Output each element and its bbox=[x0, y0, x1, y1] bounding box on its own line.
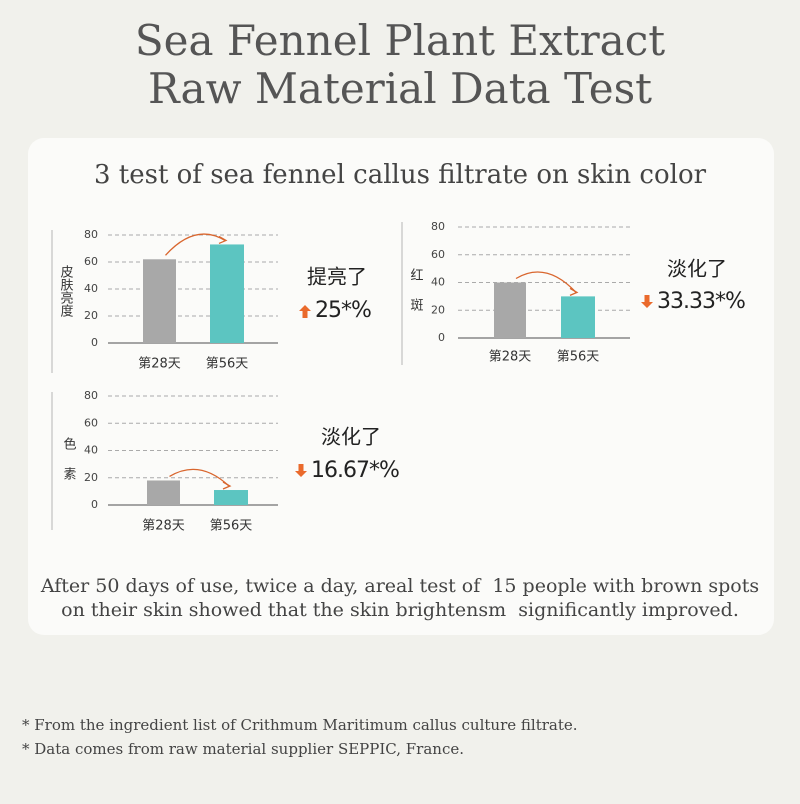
title-line: Raw Material Data Test bbox=[148, 64, 652, 113]
y-tick-label: 60 bbox=[84, 255, 98, 268]
x-tick-label: 第28天 bbox=[138, 357, 181, 372]
y-tick-label: 20 bbox=[84, 471, 98, 484]
bar bbox=[494, 282, 526, 338]
bar bbox=[214, 490, 248, 505]
bar bbox=[561, 296, 595, 338]
card bbox=[28, 138, 774, 635]
y-tick-label: 80 bbox=[84, 389, 98, 402]
bar bbox=[147, 480, 180, 505]
paragraph-line: After 50 days of use, twice a day, areal… bbox=[40, 575, 759, 597]
x-tick-label: 第56天 bbox=[557, 350, 600, 365]
trend-arrowhead bbox=[218, 235, 228, 245]
y-tick-label: 0 bbox=[91, 498, 98, 511]
change-value: 33.33*% bbox=[657, 289, 745, 314]
x-tick-label: 第56天 bbox=[210, 519, 253, 534]
x-tick-label: 第28天 bbox=[142, 519, 185, 534]
change-text: 提亮了 bbox=[307, 265, 367, 289]
y-tick-label: 60 bbox=[431, 248, 445, 261]
y-tick-label: 80 bbox=[84, 228, 98, 241]
y-tick-label: 0 bbox=[91, 336, 98, 349]
up-arrow-icon bbox=[299, 305, 311, 318]
y-tick-label: 40 bbox=[84, 444, 98, 457]
y-tick-label: 60 bbox=[84, 416, 98, 429]
bar bbox=[210, 244, 244, 343]
x-tick-label: 第56天 bbox=[206, 357, 249, 372]
change-text: 淡化了 bbox=[667, 257, 727, 281]
y-axis-label: 红斑 bbox=[408, 267, 424, 328]
y-tick-label: 80 bbox=[431, 220, 445, 233]
change-value: 25*% bbox=[315, 298, 371, 323]
trend-arrow bbox=[165, 233, 226, 256]
trend-arrow bbox=[515, 271, 577, 293]
y-tick-label: 20 bbox=[84, 309, 98, 322]
bar bbox=[143, 259, 176, 343]
down-arrow-icon bbox=[295, 464, 307, 477]
trend-arrow bbox=[169, 468, 230, 487]
y-tick-label: 20 bbox=[431, 303, 445, 316]
footnote: * From the ingredient list of Crithmum M… bbox=[22, 716, 578, 734]
x-tick-label: 第28天 bbox=[489, 350, 532, 365]
title-line: Sea Fennel Plant Extract bbox=[135, 16, 665, 65]
trend-arrowhead bbox=[222, 481, 232, 490]
y-axis-label: 皮肤亮度 bbox=[58, 265, 74, 317]
paragraph-line: on their skin showed that the skin brigh… bbox=[61, 599, 739, 621]
y-tick-label: 40 bbox=[431, 276, 445, 289]
trend-arrowhead bbox=[569, 287, 579, 296]
y-axis-label: 色素 bbox=[61, 436, 77, 497]
subtitle: 3 test of sea fennel callus filtrate on … bbox=[94, 160, 707, 190]
y-tick-label: 40 bbox=[84, 282, 98, 295]
y-tick-label: 0 bbox=[438, 331, 445, 344]
change-text: 淡化了 bbox=[321, 425, 381, 449]
footnote: * Data comes from raw material supplier … bbox=[22, 740, 464, 758]
change-value: 16.67*% bbox=[311, 458, 399, 483]
down-arrow-icon bbox=[641, 295, 653, 308]
